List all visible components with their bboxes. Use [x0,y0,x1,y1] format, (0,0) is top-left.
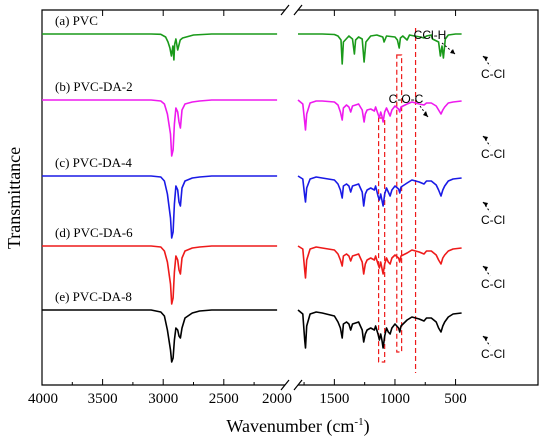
plot-frame [41,9,539,386]
x-axis-title: Wavenumber (cm-1) [226,416,369,437]
x-tick-label: 1500 [319,391,349,407]
annotation-arrowhead [450,49,455,54]
axis-break-slash-3 [293,4,303,16]
series-line-1-left [42,33,278,61]
x-axis-ticks [41,10,457,385]
series-label: (b) PVC-DA-2 [55,79,133,94]
annotation-arrowhead [483,136,488,141]
annotation-c-cl: C-Cl [481,213,505,227]
series-labels: (a) PVC (b) PVC-DA-2 (c) PVC-DA-4 (d) PVC-D… [55,13,133,304]
annotation-c-o-c: C-O-C [389,92,424,106]
series-line-2-right [297,99,462,131]
annotation-arrowhead [423,111,428,117]
annotation-ccl-h: CCl-H [414,28,447,42]
series-line-5-left [42,309,278,363]
axis-break-slash-1 [293,379,303,391]
axis-break-slash-2 [280,4,290,16]
x-axis-tick-labels: 4000 3500 3000 2500 2000 1500 1000 500 [28,391,467,407]
series-line-3-right [297,175,462,207]
x-axis-title-superscript: -1 [354,416,363,428]
series-line-4-left [42,245,278,305]
axis-break-slash-0 [280,379,290,391]
annotation-c-cl: C-Cl [481,277,505,291]
series-label: (c) PVC-DA-4 [55,155,132,170]
c-o-c-dashed-box [377,117,386,363]
x-tick-label: 500 [444,391,467,407]
series-line-1-right [298,33,462,65]
x-tick-label: 2000 [262,391,292,407]
series-lines [42,33,462,363]
series-label: (a) PVC [55,13,98,28]
x-axis-title-close: ) [364,416,370,437]
x-tick-label: 2500 [209,391,239,407]
series-line-4-right [297,245,462,279]
series-label: (d) PVC-DA-6 [55,225,133,240]
x-tick-label: 4000 [28,391,58,407]
x-tick-label: 1000 [380,391,410,407]
series-line-3-left [42,175,278,239]
series-line-5-right [297,309,462,349]
annotation-arrowhead [483,202,488,207]
ccl-h-dashed-box [396,54,403,353]
x-tick-label: 3500 [88,391,118,407]
annotation-arrowhead [483,56,488,61]
annotations: CCl-H C-O-C C-Cl C-Cl C-Cl C-Cl C-Cl [389,28,505,361]
plot-frame-border [41,9,539,386]
y-axis-title: Transmittance [4,147,24,249]
annotation-c-cl: C-Cl [481,67,505,81]
series-line-2-left [42,99,278,157]
annotation-arrowhead [483,336,488,341]
annotation-arrow [441,42,456,55]
annotation-arrowhead [483,266,488,271]
x-axis-break-mark [280,4,303,391]
annotation-c-cl: C-Cl [481,347,505,361]
x-tick-label: 3000 [148,391,178,407]
series-label: (e) PVC-DA-8 [55,289,132,304]
annotation-c-cl: C-Cl [481,147,505,161]
